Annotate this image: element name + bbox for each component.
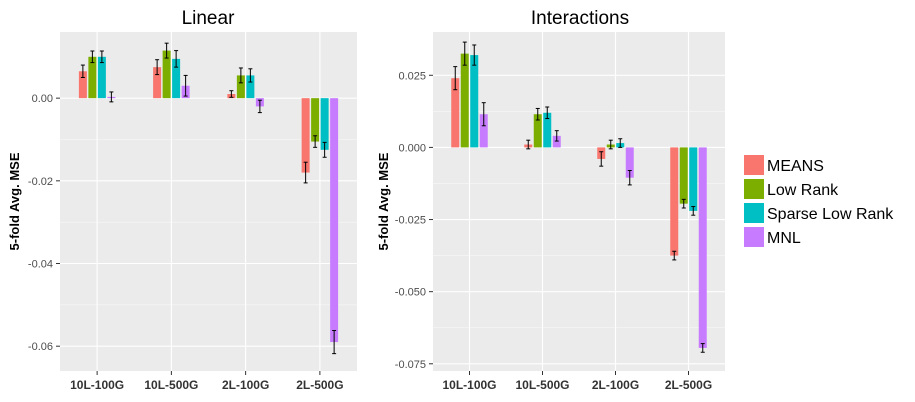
x-tick-label: 2L-500G <box>296 378 343 392</box>
chart-title: Interactions <box>531 8 629 29</box>
y-tick-label: -0.06 <box>28 341 53 353</box>
bar <box>246 75 255 99</box>
x-tick-label: 2L-100G <box>592 378 639 392</box>
bar <box>679 147 688 204</box>
legend-label: Low Rank <box>767 182 839 199</box>
legend-label: MEANS <box>767 158 824 175</box>
x-tick-label: 10L-100G <box>442 378 496 392</box>
bar <box>479 114 488 148</box>
y-tick-label: -0.050 <box>395 287 426 299</box>
bar <box>311 98 320 142</box>
x-tick-label: 10L-500G <box>515 378 569 392</box>
bar <box>172 58 181 99</box>
y-tick-label: 0.025 <box>398 70 426 82</box>
legend-label: MNL <box>767 230 801 247</box>
bar <box>236 75 245 99</box>
legend-swatch <box>744 227 764 247</box>
bar <box>78 71 87 99</box>
x-tick-label: 10L-100G <box>70 378 124 392</box>
y-axis-label: 5-fold Avg. MSE <box>7 152 22 250</box>
bar <box>330 98 339 343</box>
bar <box>625 147 634 178</box>
y-axis-label: 5-fold Avg. MSE <box>376 152 391 250</box>
bar <box>451 78 460 148</box>
bar <box>670 147 679 256</box>
bar <box>470 55 479 148</box>
bar <box>162 50 171 99</box>
plot-panel <box>60 32 357 371</box>
bar <box>689 147 698 211</box>
bar <box>698 147 707 348</box>
bar <box>533 114 542 148</box>
bar <box>320 98 329 150</box>
chart-title: Linear <box>182 8 235 29</box>
legend-swatch <box>744 155 764 175</box>
bar <box>543 112 552 148</box>
legend-swatch <box>744 179 764 199</box>
legend-swatch <box>744 203 764 223</box>
bar <box>460 53 469 148</box>
x-tick-label: 2L-500G <box>665 378 712 392</box>
legend-label: Sparse Low Rank <box>767 206 894 223</box>
bar <box>88 56 97 99</box>
y-tick-label: -0.04 <box>28 259 53 271</box>
bar <box>153 67 162 99</box>
chart-linear: 0.00 -0.02 -0.04 -0.06 10L-100G 10L-500G 2L-10… <box>7 8 357 392</box>
x-tick-label: 2L-100G <box>222 378 269 392</box>
y-tick-label: -0.02 <box>28 176 53 188</box>
bar <box>552 135 561 148</box>
y-tick-label: -0.075 <box>395 359 426 371</box>
y-tick-label: 0.000 <box>398 142 426 154</box>
y-tick-label: 0.00 <box>32 93 53 105</box>
chart-interactions: 0.025 0.000 -0.025 -0.050 -0.075 10L-100G 10L-… <box>376 8 725 392</box>
y-tick-label: -0.025 <box>395 215 426 227</box>
bar <box>301 98 310 173</box>
x-tick-label: 10L-500G <box>144 378 198 392</box>
bar <box>97 56 106 99</box>
legend: MEANS Low Rank Sparse Low Rank MNL <box>744 155 894 247</box>
